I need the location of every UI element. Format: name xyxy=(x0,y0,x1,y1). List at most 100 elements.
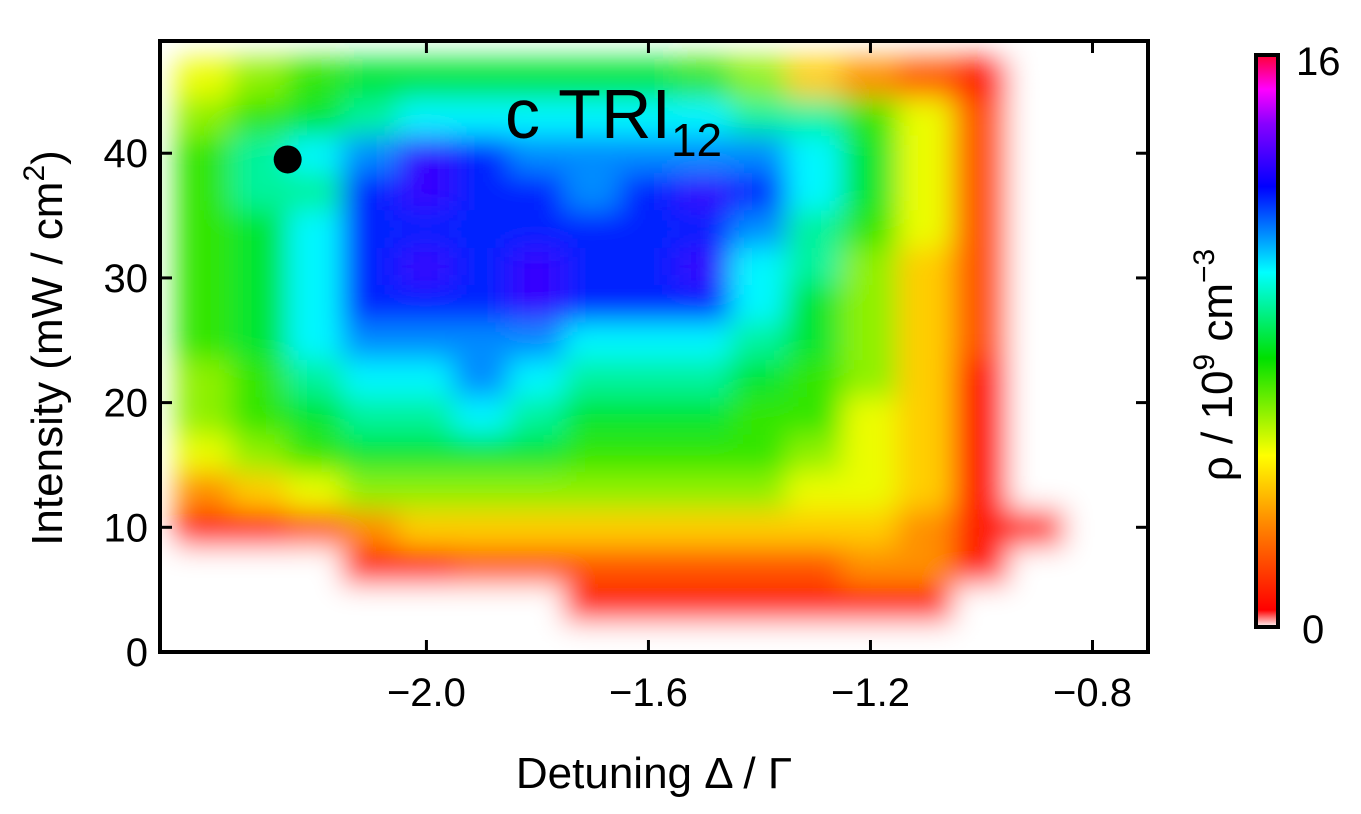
heatmap-cell xyxy=(952,507,1011,548)
heatmap-cell xyxy=(175,357,234,398)
heatmap-cell xyxy=(786,208,844,248)
heatmap-cell xyxy=(286,357,345,398)
heatmap-cell xyxy=(786,507,844,548)
heatmap-cell xyxy=(1008,432,1066,473)
heatmap-cell xyxy=(286,170,345,211)
heatmap-cell xyxy=(675,357,733,398)
heatmap-cell xyxy=(342,470,400,510)
heatmap-cell xyxy=(952,58,1011,99)
heatmap-cell xyxy=(675,283,733,323)
heatmap-cell xyxy=(564,58,622,99)
heatmap-cell xyxy=(397,283,456,323)
heatmap-cell xyxy=(786,619,844,652)
heatmap-cell xyxy=(897,58,955,99)
heatmap-cell xyxy=(397,507,456,548)
heatmap-cell xyxy=(786,545,844,585)
heatmap-cell xyxy=(453,545,511,585)
heatmap-cell xyxy=(619,582,678,622)
x-tick-label: −1.6 xyxy=(609,671,688,715)
heatmap-cell xyxy=(342,395,400,435)
plot-frame xyxy=(158,39,1150,654)
y-tick-label: 0 xyxy=(126,631,148,675)
heatmap-cell xyxy=(1063,133,1122,173)
heatmap-cell xyxy=(397,357,456,398)
heatmap-cell xyxy=(453,245,511,286)
heatmap-cell xyxy=(342,320,400,360)
heatmap-cell xyxy=(786,245,844,286)
colorbar-title-exp: 9 xyxy=(1188,354,1221,371)
heatmap-cell xyxy=(952,245,1011,286)
heatmap-cell xyxy=(730,395,789,435)
heatmap-cell xyxy=(1008,507,1066,548)
heatmap-cell xyxy=(453,357,511,398)
heatmap-cell xyxy=(231,170,289,211)
heatmap-cell xyxy=(897,582,955,622)
heatmap-cell xyxy=(453,133,511,173)
heatmap-cell xyxy=(175,582,234,622)
heatmap-cell xyxy=(675,170,733,211)
heatmap-cell xyxy=(453,470,511,510)
heatmap-cell xyxy=(730,357,789,398)
heatmap-cell xyxy=(619,58,678,99)
heatmap-cell xyxy=(1063,507,1122,548)
heatmap-cell xyxy=(786,320,844,360)
heatmap-cell xyxy=(675,545,733,585)
heatmap-cell xyxy=(453,170,511,211)
heatmap-cell xyxy=(675,208,733,248)
heatmap-cell xyxy=(897,208,955,248)
heatmap-cell xyxy=(397,133,456,173)
heatmap-cell xyxy=(897,170,955,211)
heatmap-cell xyxy=(841,545,900,585)
heatmap-cell xyxy=(1008,133,1066,173)
y-tick-label: 40 xyxy=(104,132,149,176)
heatmap-cell xyxy=(786,170,844,211)
heatmap-cell xyxy=(786,357,844,398)
heatmap-cell xyxy=(952,432,1011,473)
heatmap-cell xyxy=(397,96,456,136)
heatmap-cell xyxy=(286,395,345,435)
heatmap-cell xyxy=(841,245,900,286)
heatmap-cell xyxy=(508,395,567,435)
heatmap-cell xyxy=(175,208,234,248)
heatmap-cell xyxy=(1063,395,1122,435)
heatmap-cell xyxy=(786,582,844,622)
heatmap-cell xyxy=(730,619,789,652)
heatmap-cell xyxy=(286,320,345,360)
y-tick-label: 20 xyxy=(104,382,149,426)
heatmap-cell xyxy=(897,395,955,435)
heatmap-cell xyxy=(342,545,400,585)
y-tick-label: 30 xyxy=(104,257,149,301)
colorbar-title: ρ / 109 cm−3 xyxy=(1188,249,1242,481)
heatmap-cell xyxy=(786,395,844,435)
heatmap-cell xyxy=(508,582,567,622)
heatmap-cell xyxy=(286,58,345,99)
heatmap-cell xyxy=(675,470,733,510)
heatmap-cell xyxy=(508,58,567,99)
heatmap-cell xyxy=(897,96,955,136)
heatmap-cell xyxy=(619,208,678,248)
heatmap-cell xyxy=(342,582,400,622)
heatmap-cell xyxy=(730,432,789,473)
heatmap-cell xyxy=(342,96,400,136)
heatmap-cell xyxy=(730,507,789,548)
heatmap-cell xyxy=(841,320,900,360)
heatmap-cell xyxy=(564,357,622,398)
heatmap-cell xyxy=(841,208,900,248)
heatmap-cell xyxy=(675,96,733,136)
heatmap-cell xyxy=(453,96,511,136)
heatmap-cell xyxy=(952,545,1011,585)
heatmap-cell xyxy=(897,619,955,652)
heatmap-cell xyxy=(175,545,234,585)
heatmap-cell xyxy=(730,58,789,99)
heatmap-cell xyxy=(286,96,345,136)
heatmap-cell xyxy=(1008,320,1066,360)
heatmap-cell xyxy=(897,470,955,510)
heatmap-cell xyxy=(564,245,622,286)
heatmap-cell xyxy=(675,245,733,286)
heatmap-cell xyxy=(619,245,678,286)
panel-title-subscript: 12 xyxy=(671,114,722,166)
heatmap-cell xyxy=(286,208,345,248)
heatmap-cell xyxy=(231,58,289,99)
heatmap-cell xyxy=(952,619,1011,652)
